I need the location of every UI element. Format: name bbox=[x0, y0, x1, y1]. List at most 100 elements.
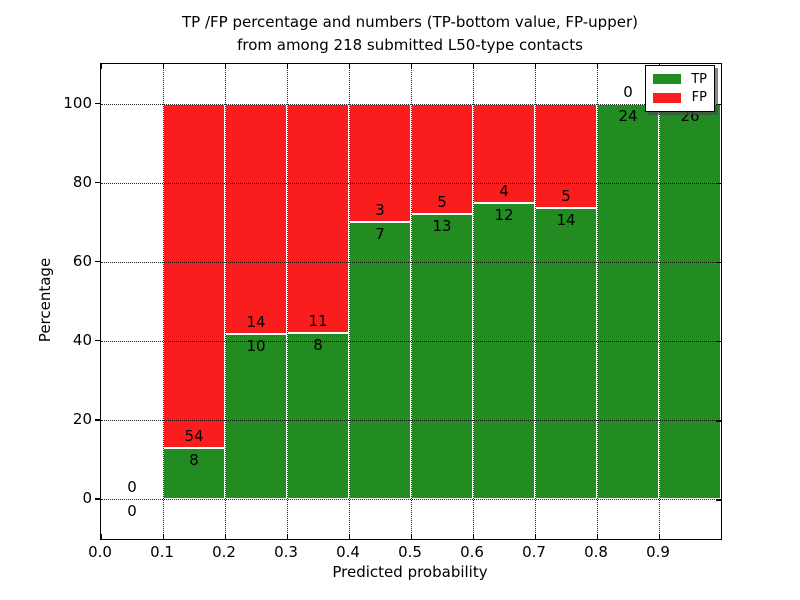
grid-line-x bbox=[411, 64, 412, 539]
y-tick-right bbox=[716, 499, 721, 501]
x-tick-label: 0.6 bbox=[460, 543, 484, 561]
bar-label-fp: 3 bbox=[375, 201, 385, 220]
chart-title-line1: TP /FP percentage and numbers (TP-bottom… bbox=[182, 13, 638, 31]
y-tick-right bbox=[716, 261, 721, 264]
bar-segment-tp bbox=[225, 334, 287, 500]
x-tick bbox=[411, 534, 413, 539]
x-tick bbox=[535, 534, 537, 539]
grid-line-x bbox=[535, 64, 536, 539]
y-tick bbox=[95, 102, 100, 104]
x-tick-top bbox=[225, 64, 227, 69]
bar-label-fp: 11 bbox=[308, 311, 328, 330]
x-tick-label: 0.8 bbox=[584, 543, 608, 561]
x-tick bbox=[163, 534, 165, 539]
legend-swatch-fp bbox=[653, 92, 681, 103]
y-tick-right bbox=[716, 420, 721, 422]
x-tick-label: 0.9 bbox=[646, 543, 670, 561]
grid-line-x bbox=[597, 64, 598, 539]
y-tick-label: 20 bbox=[72, 410, 92, 429]
x-tick bbox=[101, 534, 103, 539]
y-tick-label: 40 bbox=[72, 331, 92, 350]
y-tick-label: 80 bbox=[72, 172, 92, 191]
bar-label-tp: 8 bbox=[189, 451, 199, 470]
bar-segment-fp bbox=[473, 103, 535, 203]
x-tick-top bbox=[349, 64, 351, 69]
grid-line-y bbox=[101, 499, 721, 501]
grid-line-x bbox=[163, 64, 164, 539]
bar-segment-tp bbox=[349, 222, 411, 500]
x-tick bbox=[225, 534, 227, 539]
y-tick-right bbox=[716, 341, 721, 343]
bar-label-tp: 8 bbox=[313, 335, 323, 354]
bar-segment-tp bbox=[163, 448, 225, 500]
grid-line-y bbox=[101, 341, 721, 343]
bar-segment-tp bbox=[287, 332, 349, 500]
chart-title: TP /FP percentage and numbers (TP-bottom… bbox=[100, 11, 720, 57]
bar-segment-tp bbox=[535, 207, 597, 500]
x-tick bbox=[287, 534, 289, 539]
x-tick-label: 0.7 bbox=[522, 543, 546, 561]
x-tick-label: 0.0 bbox=[88, 543, 112, 561]
y-tick-right bbox=[716, 182, 721, 185]
bar-label-fp: 0 bbox=[623, 82, 633, 101]
x-tick-top bbox=[101, 64, 103, 69]
bar-segment-fp bbox=[349, 103, 411, 223]
legend: TP FP bbox=[645, 65, 715, 112]
bar-segment-tp bbox=[411, 213, 473, 500]
grid-line-y bbox=[101, 103, 721, 105]
x-tick-top bbox=[473, 64, 475, 69]
grid-line-y bbox=[101, 261, 721, 263]
bar-label-tp: 24 bbox=[618, 106, 638, 125]
y-tick bbox=[95, 181, 100, 184]
plot-area: 00548141011837513412514024026 bbox=[100, 63, 722, 540]
y-axis-label: Percentage bbox=[36, 257, 54, 343]
legend-swatch-tp bbox=[653, 74, 681, 85]
y-tick-label: 0 bbox=[82, 489, 92, 508]
x-tick-label: 0.1 bbox=[150, 543, 174, 561]
bar-label-fp: 0 bbox=[127, 478, 137, 497]
grid-line-y bbox=[101, 182, 721, 184]
bar-label-tp: 14 bbox=[556, 210, 576, 229]
bar-segment-fp bbox=[287, 103, 349, 333]
bar-label-tp: 10 bbox=[246, 337, 266, 356]
bar-label-tp: 0 bbox=[127, 502, 137, 521]
grid-line-x bbox=[659, 64, 660, 539]
grid-line-y bbox=[101, 420, 721, 422]
bar-segment-tp bbox=[659, 103, 721, 500]
y-tick-label: 100 bbox=[63, 93, 92, 112]
bar-label-fp: 14 bbox=[246, 313, 266, 332]
bar-label-tp: 13 bbox=[432, 216, 452, 235]
bar-label-fp: 5 bbox=[561, 186, 571, 205]
y-tick bbox=[95, 419, 100, 421]
x-tick-top bbox=[163, 64, 165, 69]
grid-line-x bbox=[225, 64, 226, 539]
bar-label-fp: 4 bbox=[499, 181, 509, 200]
x-tick-top bbox=[411, 64, 413, 69]
y-tick bbox=[95, 498, 100, 500]
x-tick bbox=[349, 534, 351, 539]
x-tick-label: 0.4 bbox=[336, 543, 360, 561]
x-tick-top bbox=[535, 64, 537, 69]
bar-segment-fp bbox=[163, 103, 225, 449]
x-tick-label: 0.3 bbox=[274, 543, 298, 561]
x-axis-label: Predicted probability bbox=[332, 563, 488, 581]
x-tick bbox=[659, 534, 661, 539]
bar-segment-tp bbox=[597, 103, 659, 500]
legend-item-tp: TP bbox=[653, 72, 707, 87]
x-tick bbox=[473, 534, 475, 539]
x-tick-label: 0.5 bbox=[398, 543, 422, 561]
legend-item-fp: FP bbox=[653, 90, 707, 105]
y-tick bbox=[95, 340, 100, 342]
x-tick-top bbox=[597, 64, 599, 69]
bar-segment-tp bbox=[473, 202, 535, 500]
x-tick-label: 0.2 bbox=[212, 543, 236, 561]
bar-label-fp: 5 bbox=[437, 192, 447, 211]
bar-segment-fp bbox=[225, 103, 287, 335]
bar-label-tp: 12 bbox=[494, 205, 514, 224]
y-tick-label: 60 bbox=[72, 251, 92, 270]
grid-line-x bbox=[473, 64, 474, 539]
grid-line-x bbox=[287, 64, 288, 539]
x-tick-top bbox=[287, 64, 289, 69]
bar-label-tp: 7 bbox=[375, 225, 385, 244]
